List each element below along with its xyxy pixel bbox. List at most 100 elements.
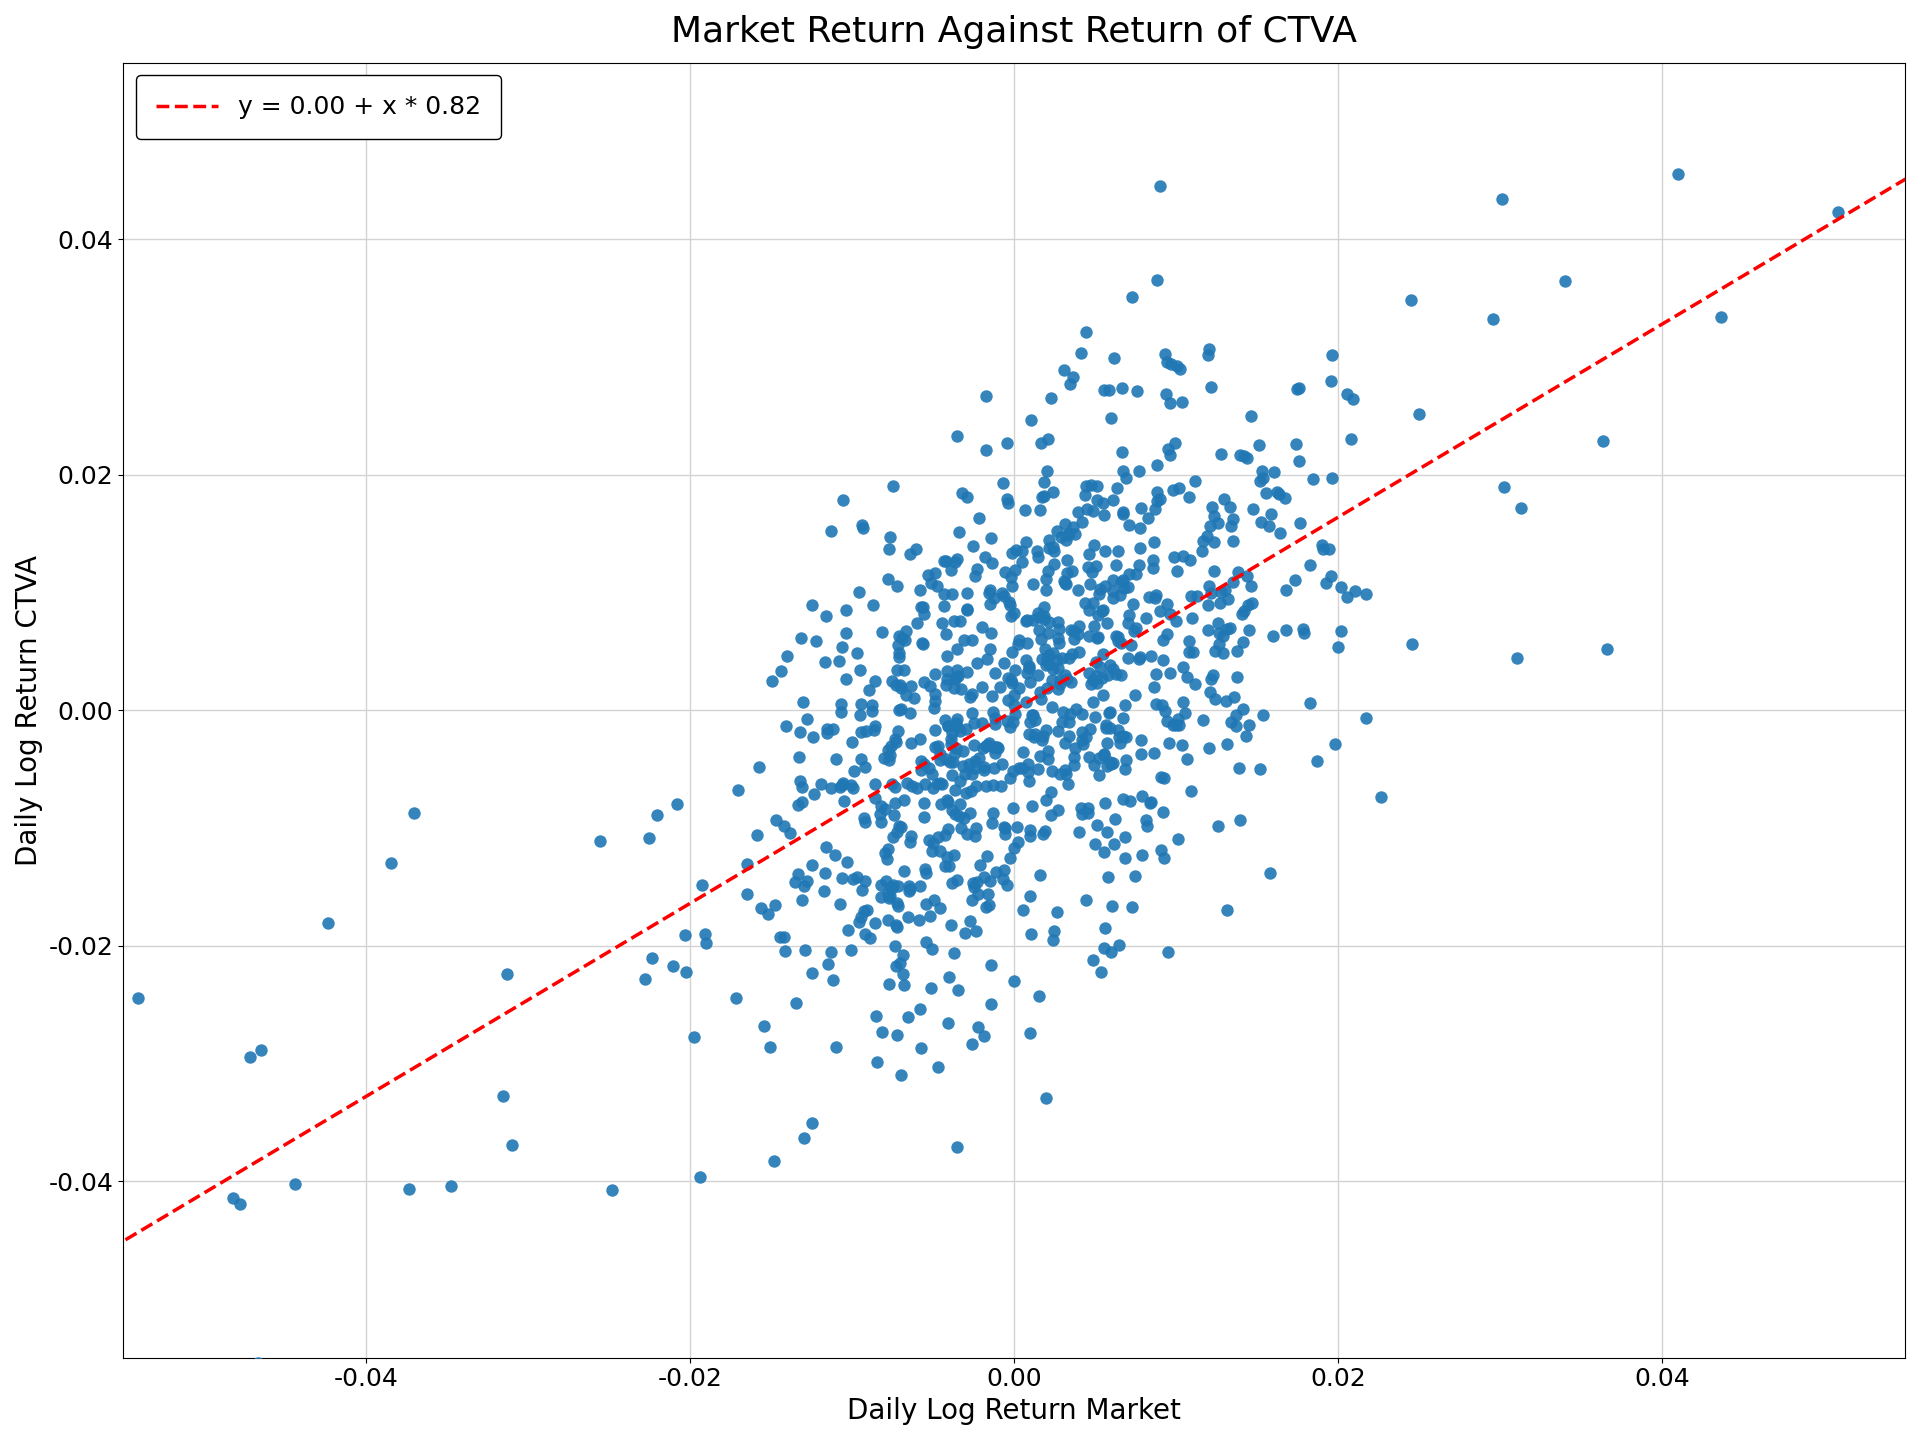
- Point: [1325, 576, 1356, 599]
- Point: [889, 860, 920, 883]
- Point: [1217, 570, 1248, 593]
- Point: [1188, 708, 1219, 732]
- Point: [1162, 609, 1192, 632]
- Point: [860, 772, 891, 795]
- Point: [939, 550, 970, 573]
- Point: [1096, 488, 1127, 511]
- Point: [1160, 432, 1190, 455]
- Point: [914, 904, 945, 927]
- Point: [973, 636, 1004, 660]
- Point: [1102, 477, 1133, 500]
- Point: [812, 953, 843, 976]
- Point: [1058, 366, 1089, 389]
- Point: [996, 668, 1027, 691]
- Point: [931, 549, 962, 572]
- Point: [941, 665, 972, 688]
- Point: [931, 845, 962, 868]
- Point: [1313, 537, 1344, 560]
- Point: [1202, 815, 1233, 838]
- Point: [883, 641, 914, 664]
- Point: [720, 986, 751, 1009]
- Point: [436, 1175, 467, 1198]
- Point: [1133, 507, 1164, 530]
- Point: [1198, 664, 1229, 687]
- Point: [885, 677, 916, 700]
- Point: [1323, 635, 1354, 658]
- Point: [989, 858, 1020, 881]
- Point: [975, 953, 1006, 976]
- Point: [914, 756, 945, 779]
- Point: [939, 609, 970, 632]
- Point: [1175, 585, 1206, 608]
- Point: [922, 734, 952, 757]
- Point: [1167, 733, 1198, 756]
- Point: [1018, 703, 1048, 726]
- Point: [818, 968, 849, 991]
- Point: [1102, 719, 1133, 742]
- Point: [933, 854, 964, 877]
- Point: [993, 487, 1023, 510]
- Point: [945, 816, 975, 840]
- Point: [910, 893, 941, 916]
- Point: [1208, 641, 1238, 664]
- Point: [1083, 747, 1114, 770]
- Point: [1294, 554, 1325, 577]
- Point: [989, 560, 1020, 583]
- Point: [634, 827, 664, 850]
- Point: [1261, 481, 1292, 504]
- Point: [1194, 681, 1225, 704]
- Point: [1164, 707, 1194, 730]
- Point: [897, 775, 927, 798]
- Point: [1294, 691, 1325, 714]
- Point: [996, 575, 1027, 598]
- Point: [1085, 960, 1116, 984]
- Point: [1014, 671, 1044, 694]
- Point: [1052, 523, 1083, 546]
- Point: [1167, 655, 1198, 678]
- Point: [1117, 896, 1148, 919]
- Point: [1094, 700, 1125, 723]
- Point: [1549, 269, 1580, 292]
- Point: [1075, 474, 1106, 497]
- Point: [1031, 677, 1062, 700]
- Point: [929, 549, 960, 572]
- Point: [1227, 631, 1258, 654]
- Point: [1054, 703, 1085, 726]
- Point: [1081, 626, 1112, 649]
- Point: [1194, 737, 1225, 760]
- Point: [810, 651, 841, 674]
- Point: [979, 706, 1010, 729]
- Point: [1125, 497, 1156, 520]
- Point: [881, 874, 912, 897]
- Point: [891, 683, 922, 706]
- Point: [924, 743, 954, 766]
- Point: [1110, 847, 1140, 870]
- Point: [924, 825, 954, 848]
- Point: [1092, 865, 1123, 888]
- Point: [1039, 553, 1069, 576]
- Point: [828, 772, 858, 795]
- Point: [1098, 752, 1129, 775]
- Point: [1114, 562, 1144, 585]
- Point: [1025, 498, 1056, 521]
- Point: [1092, 611, 1123, 634]
- Point: [1035, 780, 1066, 804]
- Point: [828, 789, 858, 812]
- Point: [1244, 469, 1275, 492]
- Point: [1081, 488, 1112, 511]
- Point: [931, 788, 962, 811]
- Point: [945, 520, 975, 543]
- Point: [1089, 491, 1119, 514]
- Point: [881, 658, 912, 681]
- Point: [1227, 603, 1258, 626]
- Point: [1144, 487, 1175, 510]
- Point: [908, 752, 939, 775]
- Point: [1236, 498, 1267, 521]
- Point: [845, 703, 876, 726]
- Point: [1083, 603, 1114, 626]
- Point: [1137, 791, 1167, 814]
- Point: [1075, 717, 1106, 740]
- Point: [947, 740, 977, 763]
- Point: [954, 685, 985, 708]
- Point: [1192, 619, 1223, 642]
